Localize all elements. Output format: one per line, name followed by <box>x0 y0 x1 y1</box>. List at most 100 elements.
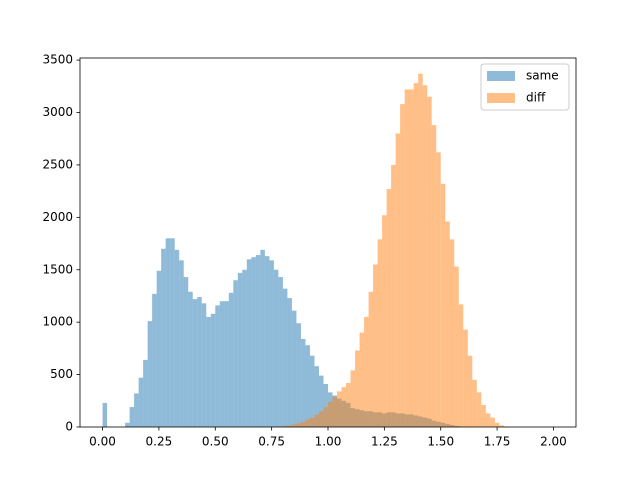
bar <box>165 238 171 427</box>
bar <box>156 270 162 427</box>
bar <box>174 249 180 427</box>
bar <box>494 422 500 427</box>
bar <box>323 407 328 427</box>
bar <box>192 299 198 427</box>
bar <box>454 266 459 427</box>
bar <box>309 355 315 427</box>
x-tick-label: 1.50 <box>427 435 454 449</box>
bar <box>472 379 477 427</box>
y-tick-label: 3000 <box>42 105 73 119</box>
bar <box>422 85 428 428</box>
bar <box>296 423 301 427</box>
bar <box>305 419 310 427</box>
bar <box>409 89 414 428</box>
bar <box>436 152 441 427</box>
x-tick-label: 1.25 <box>371 435 398 449</box>
bar <box>282 288 288 427</box>
bar <box>264 256 270 427</box>
bar <box>161 248 166 427</box>
bar <box>278 277 283 427</box>
bar <box>449 239 455 427</box>
y-tick-label: 500 <box>50 367 73 381</box>
bar <box>102 402 108 427</box>
bar <box>404 89 410 428</box>
y-tick-label: 2500 <box>42 157 73 171</box>
bar <box>269 260 274 427</box>
bar <box>314 414 319 427</box>
y-tick-label: 1500 <box>42 262 73 276</box>
bar <box>440 183 446 427</box>
bar <box>391 164 396 427</box>
x-tick-label: 1.00 <box>315 435 342 449</box>
bar <box>309 417 315 427</box>
bar <box>138 377 144 427</box>
y-tick-label: 1000 <box>42 315 73 329</box>
bar <box>418 73 423 428</box>
bar <box>431 125 437 427</box>
bar <box>242 269 247 427</box>
bar <box>413 83 419 427</box>
x-tick-label: 2.00 <box>540 435 567 449</box>
y-tick-label: 2000 <box>42 210 73 224</box>
bar <box>323 384 328 427</box>
bar <box>305 345 310 427</box>
bar <box>364 316 369 427</box>
bar <box>228 292 234 427</box>
x-tick-label: 0.25 <box>146 435 173 449</box>
bar <box>382 215 387 427</box>
bar <box>224 301 229 427</box>
bar <box>355 350 360 427</box>
bar <box>291 424 297 427</box>
x-tick-label: 0.75 <box>258 435 285 449</box>
bar <box>337 391 342 427</box>
bar <box>134 393 139 427</box>
bar <box>400 104 405 427</box>
bar <box>170 238 175 427</box>
bar <box>219 301 225 427</box>
bar <box>273 269 279 427</box>
bar <box>260 249 265 427</box>
bar <box>395 133 401 427</box>
legend-label: diff <box>526 91 546 105</box>
bar <box>328 401 333 427</box>
bar <box>485 413 491 427</box>
bar <box>458 304 464 427</box>
bar <box>386 189 392 427</box>
bar <box>296 323 301 427</box>
bar <box>143 359 148 427</box>
bar <box>341 387 347 427</box>
x-tick-label: 1.75 <box>484 435 511 449</box>
legend-swatch <box>487 93 515 103</box>
bar <box>373 264 378 427</box>
x-tick-label: 0.50 <box>202 435 229 449</box>
bar <box>359 332 365 427</box>
y-tick-label: 3500 <box>42 53 73 67</box>
bar <box>377 239 383 427</box>
bar <box>179 260 184 427</box>
bar <box>197 297 202 427</box>
bar <box>251 257 256 427</box>
bar <box>129 407 135 427</box>
bar <box>318 375 324 427</box>
bar <box>255 255 261 427</box>
bar <box>499 425 504 427</box>
bar <box>125 422 130 427</box>
bar <box>147 321 153 427</box>
bar <box>350 370 356 427</box>
legend-label: same <box>526 69 559 83</box>
bar <box>368 291 374 427</box>
bar <box>291 310 297 427</box>
bar <box>314 366 319 427</box>
bar <box>481 404 486 427</box>
bar <box>246 259 252 427</box>
y-tick-label: 0 <box>65 420 73 434</box>
bar <box>210 313 216 427</box>
bar <box>287 425 292 427</box>
bar <box>282 425 288 427</box>
bar <box>183 277 189 427</box>
bar <box>476 392 482 427</box>
legend-swatch <box>487 71 515 81</box>
bar <box>300 338 306 427</box>
bar <box>427 96 432 428</box>
